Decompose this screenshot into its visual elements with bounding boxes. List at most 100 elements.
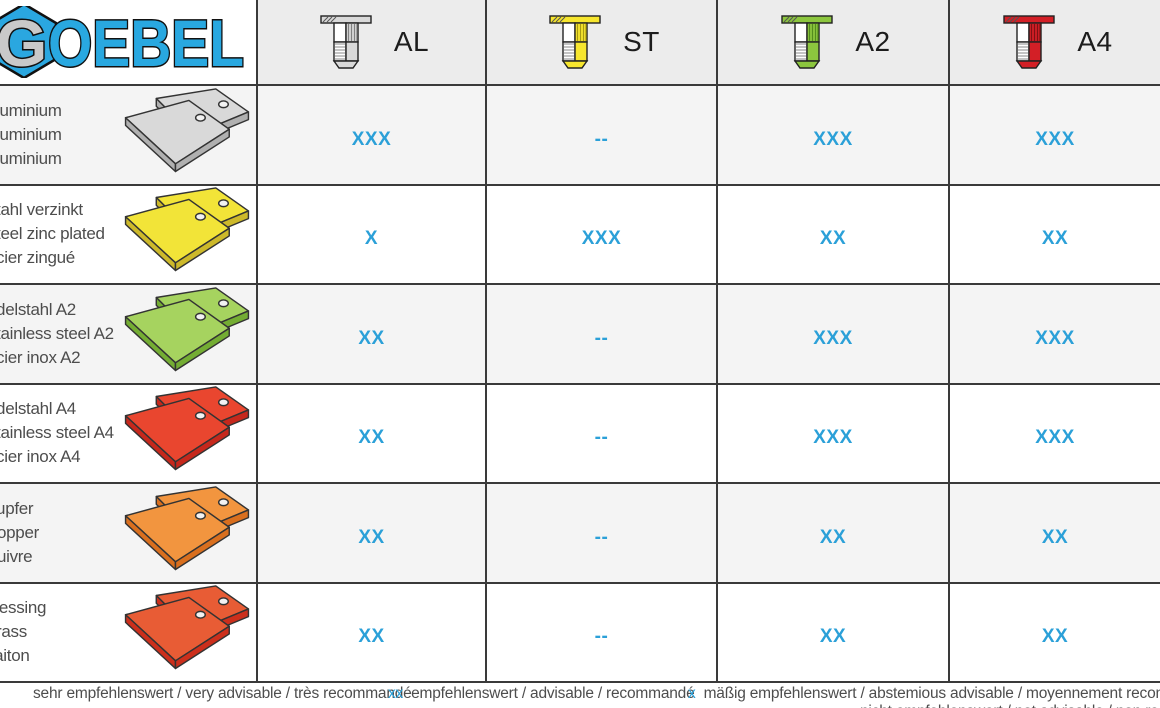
material-name-de: Edelstahl A2: [0, 299, 76, 319]
rating-value: XX: [819, 526, 847, 548]
rating-cell: XXX: [950, 86, 1160, 184]
rating-value: XX: [819, 228, 847, 250]
rating-cell: --: [487, 583, 718, 681]
rating-cell: XX: [718, 484, 950, 582]
rating-cell: XXX: [718, 86, 950, 184]
rating-cell: XXX: [950, 385, 1160, 483]
rating-cell: XX: [258, 484, 487, 582]
rating-value: --: [594, 327, 609, 349]
rating-cell: --: [487, 285, 718, 383]
sheet-plates-icon: [124, 286, 250, 371]
column-label: ST: [623, 26, 660, 57]
material-name-en: Stainless steel A2: [0, 323, 114, 343]
material-name-de: Kupfer: [0, 498, 34, 518]
rating-cell: XX: [950, 186, 1160, 284]
rivet-nut-icon: [320, 15, 372, 69]
material-name-fr: Aluminium: [0, 148, 62, 168]
rating-value: --: [594, 427, 609, 449]
rating-cell: --: [487, 384, 718, 482]
table-row-copper: Kupfer Copper Cuivre XX -- XX XX: [0, 484, 1160, 584]
column-header-a2: A2: [718, 0, 950, 84]
rating-cell: XXX: [718, 285, 950, 383]
rating-value: XX: [1041, 526, 1069, 548]
rating-value: XX: [358, 526, 385, 548]
material-label-cell: Stahl verzinkt Steel zinc plated Acier z…: [0, 185, 258, 283]
sheet-plates-icon: [124, 585, 250, 670]
legend-text: mäßig empfehlenswert / abstemious advisa…: [703, 685, 1160, 702]
table-row-stainless-a2: Edelstahl A2 Stainless steel A2 Acier in…: [0, 285, 1160, 385]
rivet-nut-icon: [1003, 15, 1056, 69]
material-name-de: Aluminium: [0, 100, 62, 120]
rating-value: X: [364, 228, 379, 250]
rating-cell: --: [487, 86, 718, 184]
logo-letter-g: G: [0, 6, 47, 78]
material-name-de: Edelstahl A4: [0, 399, 76, 419]
rating-cell: XX: [950, 584, 1160, 682]
material-name-en: Aluminium: [0, 124, 62, 144]
rating-value: XXX: [813, 327, 853, 349]
legend-symbol: xx: [388, 685, 404, 702]
rating-cell: --: [487, 484, 718, 582]
rating-value: XXX: [813, 427, 853, 449]
material-label-cell: Kupfer Copper Cuivre: [0, 484, 258, 582]
rating-value: XX: [1041, 228, 1069, 250]
rivet-nut-icon: [549, 15, 601, 69]
material-name-fr: Acier inox A2: [0, 347, 81, 367]
rivet-nut-icon: [781, 15, 834, 69]
sheet-plates-icon: [124, 87, 250, 172]
logo-cell: G OEBEL: [0, 0, 258, 84]
sheet-plates-icon: [124, 485, 250, 570]
rating-cell: XX: [718, 185, 950, 283]
legend-item-moderately-advisable: x mäßig empfehlenswert / abstemious advis…: [688, 685, 1160, 703]
material-name-de: Messing: [0, 598, 47, 618]
rating-value: XXX: [813, 128, 853, 150]
material-name-fr: Acier inox A4: [0, 447, 81, 467]
rating-value: --: [594, 526, 609, 548]
rating-cell: XX: [258, 285, 487, 383]
material-label-cell: Aluminium Aluminium Aluminium: [0, 86, 258, 184]
table-row-steel-zinc: Stahl verzinkt Steel zinc plated Acier z…: [0, 185, 1160, 285]
rating-cell: XX: [258, 384, 487, 482]
legend-item-very-advisable: sehr empfehlenswert / very advisable / t…: [25, 685, 412, 703]
table-row-brass: Messing Brass Laiton XX -- XX XX: [0, 583, 1160, 683]
table-row-stainless-a4: Edelstahl A4 Stainless steel A4 Acier in…: [0, 384, 1160, 484]
rating-value: --: [594, 128, 609, 150]
material-name-fr: Cuivre: [0, 546, 33, 566]
material-label-cell: Edelstahl A2 Stainless steel A2 Acier in…: [0, 285, 258, 383]
rating-value: --: [594, 626, 609, 648]
legend-symbol: x: [688, 685, 696, 702]
material-label-cell: Messing Brass Laiton: [0, 583, 258, 681]
column-label: A2: [855, 26, 891, 57]
rating-cell: XXX: [258, 86, 487, 184]
rating-cell: XX: [718, 583, 950, 681]
sheet-plates-icon: [124, 386, 250, 471]
rating-value: XX: [1041, 626, 1069, 648]
rating-value: XXX: [351, 128, 392, 150]
column-header-a4: A4: [950, 0, 1160, 84]
rating-value: XX: [358, 327, 385, 349]
legend-text: empfehlenswert / advisable / recommandé: [411, 685, 695, 702]
hexagon-nut-icon: [0, 6, 58, 78]
rating-cell: XXX: [718, 384, 950, 482]
logo-letters: OEBEL: [48, 6, 244, 78]
material-label-cell: Edelstahl A4 Stainless steel A4 Acier in…: [0, 384, 258, 482]
rating-cell: XX: [950, 484, 1160, 582]
column-label: A4: [1077, 26, 1113, 57]
sheet-plates-icon: [124, 187, 250, 272]
material-name-en: Stainless steel A4: [0, 423, 114, 443]
rating-cell: X: [258, 185, 487, 283]
goebel-logo: G OEBEL: [0, 6, 246, 78]
material-name-fr: Laiton: [0, 646, 30, 666]
rating-value: XX: [358, 626, 385, 648]
legend-item-advisable: xx empfehlenswert / advisable / recommand…: [388, 685, 695, 703]
rating-cell: XXX: [950, 285, 1160, 383]
header-row: G OEBEL: [0, 0, 1160, 86]
rating-value: XXX: [1035, 427, 1075, 449]
rating-value: XX: [819, 626, 847, 648]
rating-cell: XX: [258, 583, 487, 681]
material-name-fr: Acier zingué: [0, 248, 75, 268]
legend-partial-line: nicht empfehlenswert / not advisable / n…: [860, 703, 1160, 708]
material-name-en: Steel zinc plated: [0, 224, 105, 244]
rating-value: XX: [358, 427, 385, 449]
table-row-aluminium: Aluminium Aluminium Aluminium XXX -- XXX: [0, 86, 1160, 186]
